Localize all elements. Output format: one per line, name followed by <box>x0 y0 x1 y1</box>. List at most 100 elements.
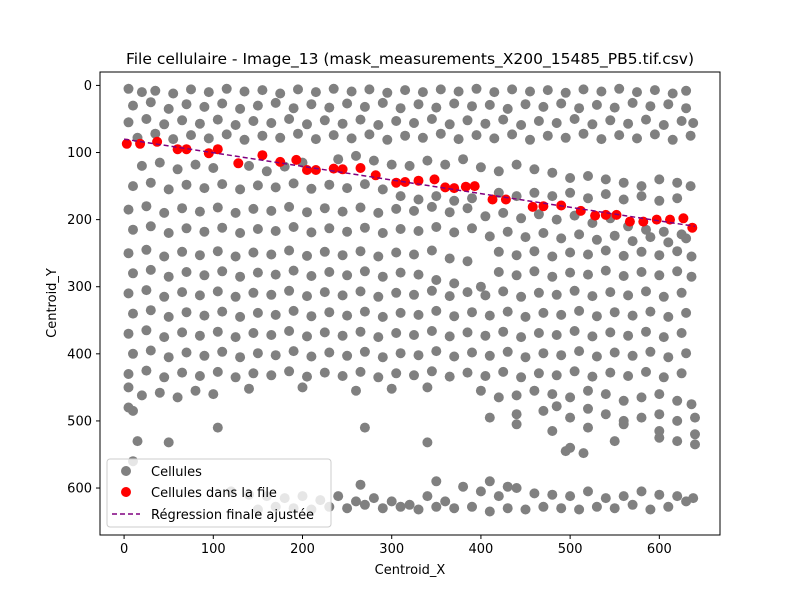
x-tick-label: 600 <box>647 542 672 557</box>
cell-point <box>654 389 665 400</box>
file-cell-point <box>429 174 440 185</box>
cell-point <box>636 181 647 192</box>
cell-point <box>449 278 460 289</box>
cell-point <box>636 412 647 423</box>
cell-point <box>235 228 246 238</box>
cell-point <box>306 183 317 194</box>
cell-point <box>248 368 259 379</box>
cell-point <box>565 173 576 183</box>
cell-point <box>431 275 442 285</box>
cell-point <box>502 346 513 357</box>
cell-point <box>583 385 593 396</box>
cell-point <box>676 287 687 298</box>
cell-point <box>431 476 442 487</box>
cell-point <box>462 367 473 378</box>
cell-point <box>681 233 692 244</box>
cell-point <box>337 206 348 217</box>
cell-point <box>493 491 504 502</box>
cell-point <box>681 85 692 96</box>
cell-point <box>221 83 232 94</box>
cell-point <box>239 86 250 97</box>
cell-point <box>297 382 308 393</box>
cell-point <box>284 366 295 377</box>
cell-point <box>373 291 384 302</box>
cell-point <box>663 501 674 512</box>
cell-point <box>368 493 379 504</box>
cell-point <box>319 327 330 338</box>
cell-point <box>516 213 527 224</box>
cell-point <box>413 309 424 320</box>
cell-point <box>163 103 174 114</box>
cell-point <box>217 222 228 233</box>
cell-point <box>270 226 281 236</box>
cell-point <box>257 85 268 96</box>
cell-point <box>208 389 219 400</box>
cell-point <box>163 228 174 238</box>
cell-point <box>319 115 330 126</box>
cell-point <box>440 496 451 507</box>
cell-point <box>667 134 678 145</box>
cell-point <box>163 184 174 195</box>
cell-point <box>128 268 138 279</box>
cell-point <box>547 167 558 178</box>
cell-point <box>609 102 620 113</box>
cell-point <box>475 385 486 396</box>
cell-point <box>574 103 585 114</box>
cell-point <box>377 271 388 282</box>
cell-point <box>386 159 397 170</box>
cell-point <box>203 87 214 98</box>
cell-point <box>600 245 611 256</box>
cell-point <box>569 326 580 336</box>
cell-point <box>409 118 419 128</box>
cell-point <box>645 232 656 243</box>
cell-point <box>123 328 134 339</box>
cell-point <box>382 87 393 98</box>
legend-label-cells: Cellules <box>151 465 202 480</box>
cell-point <box>230 372 241 383</box>
cell-point <box>163 311 174 322</box>
cell-point <box>235 352 246 363</box>
cell-point <box>230 332 241 343</box>
cell-point <box>560 446 571 457</box>
cell-point <box>636 191 647 202</box>
cell-point <box>373 372 384 383</box>
cell-point <box>498 114 509 125</box>
cell-point <box>409 289 419 300</box>
cell-point <box>302 207 312 218</box>
cell-point <box>690 439 700 450</box>
cell-point <box>252 348 263 359</box>
cell-point <box>128 181 138 192</box>
cell-point <box>141 244 152 255</box>
cell-point <box>431 501 442 512</box>
cell-point <box>672 491 683 502</box>
cell-point <box>337 290 348 301</box>
cell-point <box>565 491 576 502</box>
cell-point <box>551 401 562 412</box>
cell-point <box>498 207 509 218</box>
cell-point <box>163 352 174 363</box>
cell-point <box>190 159 201 170</box>
cell-point <box>484 412 495 423</box>
cell-point <box>141 201 152 212</box>
cell-point <box>444 119 455 130</box>
cell-point <box>663 237 674 248</box>
cell-point <box>453 86 464 97</box>
cell-point <box>159 372 170 383</box>
cell-point <box>413 269 424 280</box>
cell-point <box>587 331 598 342</box>
plot-frame <box>99 71 721 536</box>
cell-point <box>293 128 303 139</box>
cell-point <box>163 437 174 448</box>
cell-point <box>449 98 460 109</box>
cell-point <box>235 103 246 114</box>
cell-point <box>288 346 299 357</box>
cell-point <box>302 371 312 382</box>
file-cell-point <box>233 158 244 169</box>
cell-point <box>342 226 353 237</box>
cell-point <box>351 496 361 507</box>
cell-point <box>667 88 678 99</box>
cell-point <box>355 366 366 377</box>
cell-point <box>467 501 477 512</box>
cell-point <box>172 164 183 175</box>
cell-point <box>252 100 263 111</box>
